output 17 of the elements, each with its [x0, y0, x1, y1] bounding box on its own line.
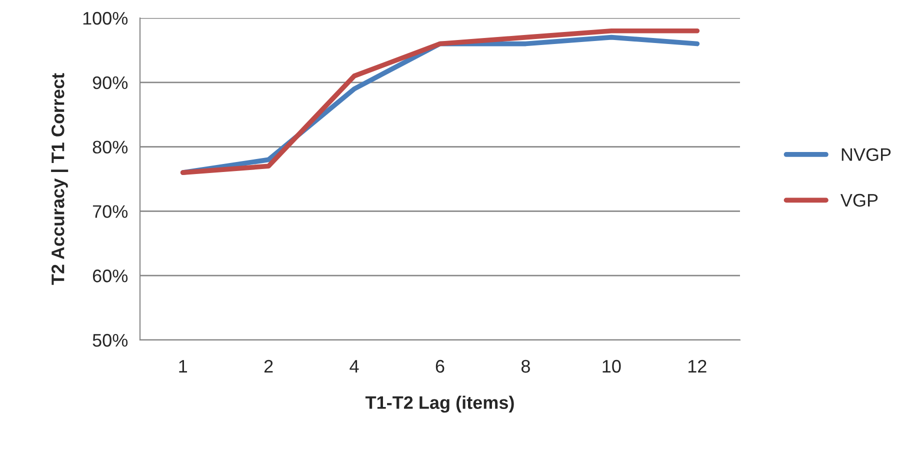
- x-tick-label: 12: [688, 360, 706, 373]
- x-tick-label: 2: [264, 360, 273, 373]
- x-tick-label: 10: [602, 360, 621, 373]
- y-axis-title: T2 Accuracy | T1 Correct: [51, 73, 68, 285]
- x-tick-label: 6: [436, 360, 444, 373]
- x-tick-label: 1: [179, 360, 187, 373]
- y-tick-label: 100%: [83, 12, 128, 25]
- y-tick-label: 60%: [92, 270, 128, 282]
- x-tick-label: 4: [350, 360, 359, 373]
- legend-label: VGP: [840, 194, 878, 207]
- y-tick-label: 80%: [92, 140, 128, 154]
- legend-label: NVGP: [842, 148, 891, 161]
- y-tick-label: 70%: [92, 205, 128, 218]
- x-axis-title: T1-T2 Lag (items): [365, 396, 514, 413]
- y-tick-label: 90%: [92, 76, 128, 90]
- y-tick-label: 50%: [92, 334, 128, 347]
- x-tick-label: 8: [521, 360, 530, 373]
